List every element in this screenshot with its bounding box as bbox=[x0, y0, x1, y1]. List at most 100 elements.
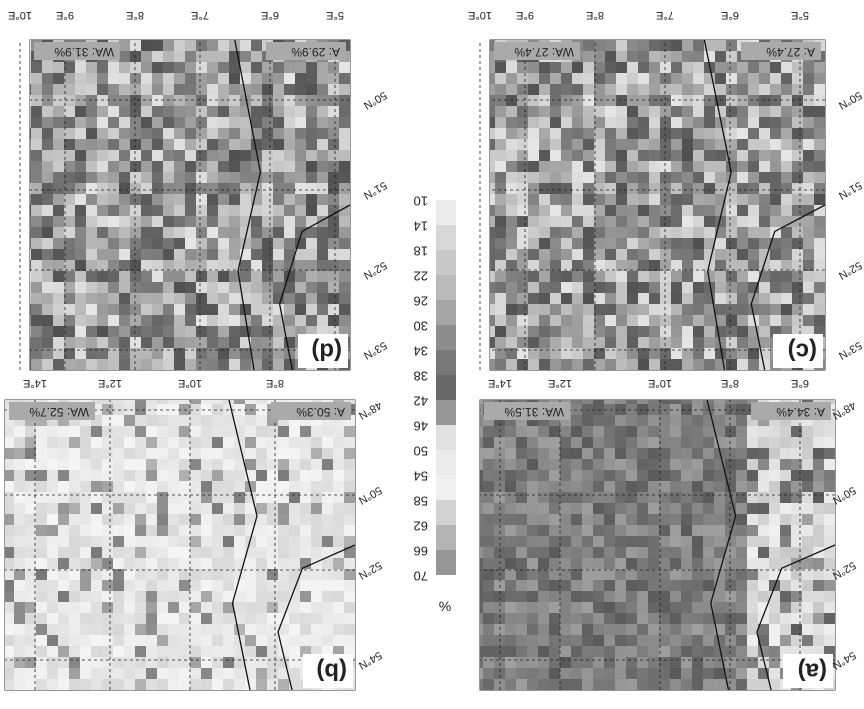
map-cell bbox=[25, 569, 36, 580]
map-cell bbox=[637, 646, 648, 657]
latitude-label: 53°N bbox=[361, 339, 388, 362]
map-cell bbox=[560, 591, 571, 602]
map-cell bbox=[748, 227, 759, 238]
map-cell bbox=[284, 161, 295, 172]
map-cell bbox=[31, 227, 42, 238]
map-cell bbox=[179, 503, 190, 514]
map-cell bbox=[681, 400, 692, 404]
map-cell bbox=[593, 602, 604, 613]
map-cell bbox=[483, 525, 494, 536]
map-cell bbox=[736, 635, 747, 646]
map-cell bbox=[146, 503, 157, 514]
map-cell bbox=[627, 95, 638, 106]
map-cell bbox=[737, 95, 748, 106]
map-cell bbox=[229, 249, 240, 260]
map-cell bbox=[31, 172, 42, 183]
map-cell bbox=[86, 315, 97, 326]
map-cell bbox=[80, 569, 91, 580]
map-cell bbox=[278, 547, 289, 558]
map-cell bbox=[648, 459, 659, 470]
map-cell bbox=[262, 359, 273, 370]
map-cell bbox=[637, 415, 648, 426]
latitude-label: 52°N bbox=[836, 259, 863, 282]
map-cell bbox=[284, 260, 295, 271]
colorbar-unit: % bbox=[439, 598, 451, 614]
map-cell bbox=[781, 62, 792, 73]
map-cell bbox=[91, 514, 102, 525]
map-cell bbox=[593, 591, 604, 602]
map-cell bbox=[725, 569, 736, 580]
map-cell bbox=[124, 448, 135, 459]
map-cell bbox=[792, 73, 803, 84]
map-cell bbox=[726, 205, 737, 216]
map-cell bbox=[649, 227, 660, 238]
map-cell bbox=[594, 183, 605, 194]
map-cell bbox=[659, 679, 670, 690]
map-cell bbox=[300, 602, 311, 613]
map-cell bbox=[157, 657, 168, 668]
map-cell bbox=[273, 106, 284, 117]
map-cell bbox=[157, 470, 168, 481]
map-cell bbox=[615, 635, 626, 646]
map-cell bbox=[295, 161, 306, 172]
map-cell bbox=[725, 613, 736, 624]
map-cell bbox=[174, 271, 185, 282]
map-cell bbox=[660, 216, 671, 227]
map-cell bbox=[163, 172, 174, 183]
map-cell bbox=[30, 227, 31, 238]
map-cell bbox=[770, 117, 781, 128]
map-cell bbox=[737, 150, 748, 161]
map-cell bbox=[736, 613, 747, 624]
map-cell bbox=[660, 84, 671, 95]
longitude-label: 8°E bbox=[721, 377, 739, 389]
map-cell bbox=[517, 249, 528, 260]
map-cell bbox=[560, 547, 571, 558]
colorbar-swatch bbox=[436, 525, 456, 550]
map-cell bbox=[726, 95, 737, 106]
map-cell bbox=[69, 481, 80, 492]
map-cell bbox=[582, 492, 593, 503]
map-cell bbox=[262, 106, 273, 117]
map-cell bbox=[627, 359, 638, 370]
map-cell bbox=[769, 503, 780, 514]
map-cell bbox=[516, 646, 527, 657]
map-cell bbox=[64, 106, 75, 117]
map-cell bbox=[638, 51, 649, 62]
map-cell bbox=[212, 448, 223, 459]
map-cell bbox=[256, 635, 267, 646]
map-cell bbox=[648, 580, 659, 591]
map-cell bbox=[91, 437, 102, 448]
map-cell bbox=[146, 404, 157, 415]
map-cell bbox=[229, 95, 240, 106]
map-cell bbox=[616, 216, 627, 227]
map-cell bbox=[152, 73, 163, 84]
map-cell bbox=[240, 117, 251, 128]
map-cell bbox=[223, 492, 234, 503]
map-cell bbox=[637, 613, 648, 624]
map-cell bbox=[704, 326, 715, 337]
map-cell bbox=[267, 624, 278, 635]
map-cell bbox=[31, 106, 42, 117]
map-cell bbox=[560, 448, 571, 459]
map-cell bbox=[64, 216, 75, 227]
map-cell bbox=[704, 227, 715, 238]
map-cell bbox=[561, 117, 572, 128]
map-cell bbox=[190, 624, 201, 635]
map-cell bbox=[704, 194, 715, 205]
map-cell bbox=[726, 315, 737, 326]
map-cell bbox=[53, 95, 64, 106]
map-cell bbox=[490, 73, 495, 84]
map-cell bbox=[549, 492, 560, 503]
map-cell bbox=[572, 194, 583, 205]
map-cell bbox=[196, 40, 207, 51]
map-cell bbox=[747, 679, 758, 690]
map-cell bbox=[31, 194, 42, 205]
map-cell bbox=[528, 194, 539, 205]
map-cell bbox=[528, 216, 539, 227]
map-cell bbox=[495, 293, 506, 304]
map-cell bbox=[179, 415, 190, 426]
map-cell bbox=[273, 271, 284, 282]
map-cell bbox=[517, 359, 528, 370]
map-cell bbox=[506, 117, 517, 128]
map-cell bbox=[80, 591, 91, 602]
